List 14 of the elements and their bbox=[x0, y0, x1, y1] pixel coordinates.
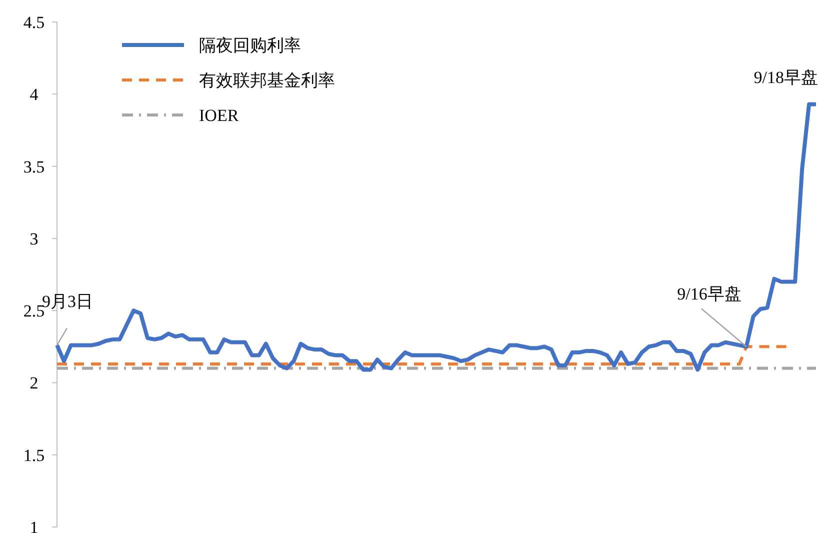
annotation: 9月3日 bbox=[42, 292, 93, 312]
legend-label: 有效联邦基金利率 bbox=[199, 71, 335, 90]
y-tick-label: 2 bbox=[30, 374, 38, 393]
annotation: 9/16早盘 bbox=[677, 284, 742, 304]
legend-label: 隔夜回购利率 bbox=[199, 36, 301, 55]
y-tick-label: 2.5 bbox=[23, 302, 45, 321]
y-tick-label: 4 bbox=[30, 85, 39, 104]
y-tick-label: 4.5 bbox=[23, 13, 45, 32]
y-tick-label: 1.5 bbox=[23, 446, 45, 465]
y-tick-label: 3.5 bbox=[23, 157, 45, 176]
legend-label: IOER bbox=[199, 106, 240, 125]
y-tick-label: 3 bbox=[30, 229, 38, 248]
y-tick-label: 1 bbox=[30, 518, 38, 533]
annotation: 9/18早盘 bbox=[754, 68, 818, 88]
